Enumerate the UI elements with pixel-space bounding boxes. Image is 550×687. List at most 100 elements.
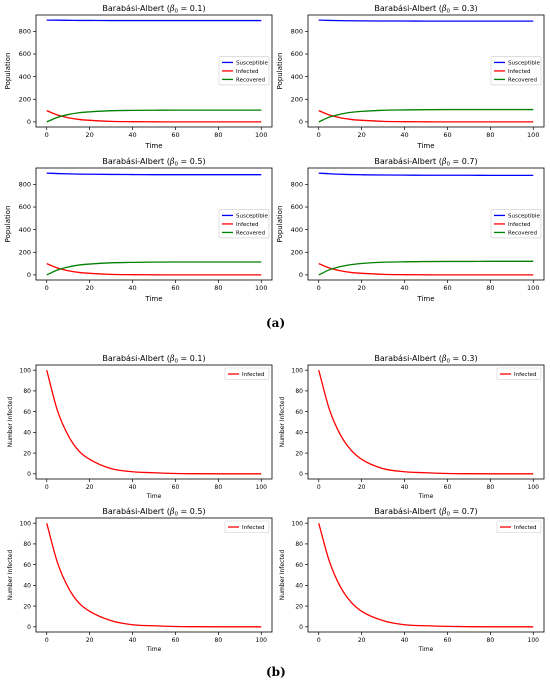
chart-title: Barabási-Albert (β0 = 0.1) xyxy=(102,354,205,365)
x-tick-label: 40 xyxy=(401,484,409,491)
y-tick-label: 60 xyxy=(295,409,303,416)
legend: Susceptible Infected Recovered xyxy=(218,209,270,239)
y-tick-label: 600 xyxy=(291,50,303,58)
legend-label-infected: Infected xyxy=(242,372,264,378)
y-tick-label: 800 xyxy=(291,28,303,36)
x-tick-label: 20 xyxy=(358,484,366,491)
x-tick-label: 0 xyxy=(45,637,49,644)
legend-box xyxy=(496,367,542,380)
x-tick-label: 80 xyxy=(215,484,223,491)
y-tick-label: 200 xyxy=(291,248,303,256)
y-axis-label: Population xyxy=(4,53,12,90)
plot-frame xyxy=(307,167,545,281)
x-tick-label: 40 xyxy=(128,284,136,292)
legend: Infected xyxy=(496,520,542,533)
y-tick-label: 0 xyxy=(27,471,31,478)
y-tick-label: 80 xyxy=(295,388,303,395)
x-axis-label: Time xyxy=(146,493,162,500)
legend-label-infected: Infected xyxy=(514,525,536,531)
series-line-recovered xyxy=(318,260,534,276)
y-tick-label: 80 xyxy=(295,541,303,548)
series-line-infected xyxy=(46,523,262,628)
chart-title: Barabási-Albert (β0 = 0.5) xyxy=(102,507,205,518)
plot-frame xyxy=(35,14,273,128)
y-tick-label: 100 xyxy=(20,520,32,527)
chart-b-4: Barabási-Albert (β0 = 0.7) 0 20 40 60 80 100 0 2… xyxy=(279,507,545,653)
plot-frame xyxy=(307,364,545,480)
chart-title: Barabási-Albert (β0 = 0.7) xyxy=(374,507,477,518)
legend-box xyxy=(490,209,542,239)
y-tick-label: 40 xyxy=(23,583,31,590)
legend: Infected xyxy=(496,367,542,380)
y-tick-label: 80 xyxy=(23,541,31,548)
series-line-infected xyxy=(46,370,262,475)
y-tick-label: 80 xyxy=(23,388,31,395)
legend-label-susceptible: Susceptible xyxy=(508,213,540,219)
plot-frame xyxy=(307,14,545,128)
x-tick-label: 20 xyxy=(358,637,366,644)
y-tick-label: 40 xyxy=(295,583,303,590)
series-line-infected xyxy=(318,109,534,123)
plot-frame xyxy=(35,167,273,281)
caption-b: (b) xyxy=(266,665,286,679)
y-tick-label: 100 xyxy=(292,520,304,527)
chart-b-3: Barabási-Albert (β0 = 0.5) 0 20 40 60 80 100 0 2… xyxy=(7,507,273,653)
series-line-recovered xyxy=(318,108,534,123)
y-tick-label: 20 xyxy=(23,603,31,610)
x-tick-label: 0 xyxy=(317,637,321,644)
legend-box xyxy=(224,520,270,533)
y-tick-label: 0 xyxy=(299,471,303,478)
legend-label-infected: Infected xyxy=(508,69,530,75)
x-tick-label: 60 xyxy=(444,637,452,644)
series-line-infected xyxy=(318,523,534,628)
legend-label-susceptible: Susceptible xyxy=(508,60,540,66)
legend-label-infected: Infected xyxy=(514,372,536,378)
x-tick-label: 0 xyxy=(317,131,321,139)
y-tick-label: 400 xyxy=(19,226,31,234)
legend-label-infected: Infected xyxy=(236,222,258,228)
x-tick-label: 40 xyxy=(401,637,409,644)
y-tick-label: 60 xyxy=(295,562,303,569)
y-tick-label: 0 xyxy=(27,624,31,631)
legend: Susceptible Infected Recovered xyxy=(490,209,542,239)
x-tick-label: 40 xyxy=(400,284,408,292)
chart-b-1: Barabási-Albert (β0 = 0.1) 0 20 40 60 80 100 0 2… xyxy=(7,354,273,500)
y-tick-label: 0 xyxy=(27,271,31,279)
x-tick-label: 100 xyxy=(527,284,539,292)
x-tick-label: 80 xyxy=(214,131,222,139)
y-axis-label: Number Infected xyxy=(279,550,286,601)
x-tick-label: 100 xyxy=(255,131,267,139)
series-line-susceptible xyxy=(46,172,262,176)
x-tick-label: 100 xyxy=(256,484,268,491)
y-tick-label: 200 xyxy=(19,248,31,256)
legend-label-recovered: Recovered xyxy=(236,77,265,83)
series-line-infected xyxy=(318,262,534,276)
x-tick-label: 20 xyxy=(357,131,365,139)
x-tick-label: 100 xyxy=(528,484,540,491)
x-tick-label: 40 xyxy=(400,131,408,139)
x-tick-label: 20 xyxy=(85,284,93,292)
y-tick-label: 100 xyxy=(292,367,304,374)
legend-box xyxy=(490,56,542,86)
series-line-recovered xyxy=(46,261,262,276)
x-tick-label: 100 xyxy=(527,131,539,139)
y-tick-label: 60 xyxy=(23,562,31,569)
x-tick-label: 20 xyxy=(85,131,93,139)
y-tick-label: 600 xyxy=(291,203,303,211)
legend-label-susceptible: Susceptible xyxy=(236,60,268,66)
y-tick-label: 800 xyxy=(19,181,31,189)
plot-frame xyxy=(35,364,273,480)
y-tick-label: 800 xyxy=(19,28,31,36)
y-axis-label: Population xyxy=(276,206,284,243)
y-tick-label: 400 xyxy=(291,226,303,234)
x-tick-label: 0 xyxy=(45,484,49,491)
x-tick-label: 40 xyxy=(128,131,136,139)
legend: Susceptible Infected Recovered xyxy=(218,56,270,86)
legend-label-infected: Infected xyxy=(236,69,258,75)
x-tick-label: 40 xyxy=(129,637,137,644)
x-tick-label: 80 xyxy=(214,284,222,292)
chart-b-2: Barabási-Albert (β0 = 0.3) 0 20 40 60 80 100 0 2… xyxy=(279,354,545,500)
series-line-susceptible xyxy=(318,172,534,177)
chart-title: Barabási-Albert (β0 = 0.5) xyxy=(102,157,205,168)
x-tick-label: 0 xyxy=(317,484,321,491)
